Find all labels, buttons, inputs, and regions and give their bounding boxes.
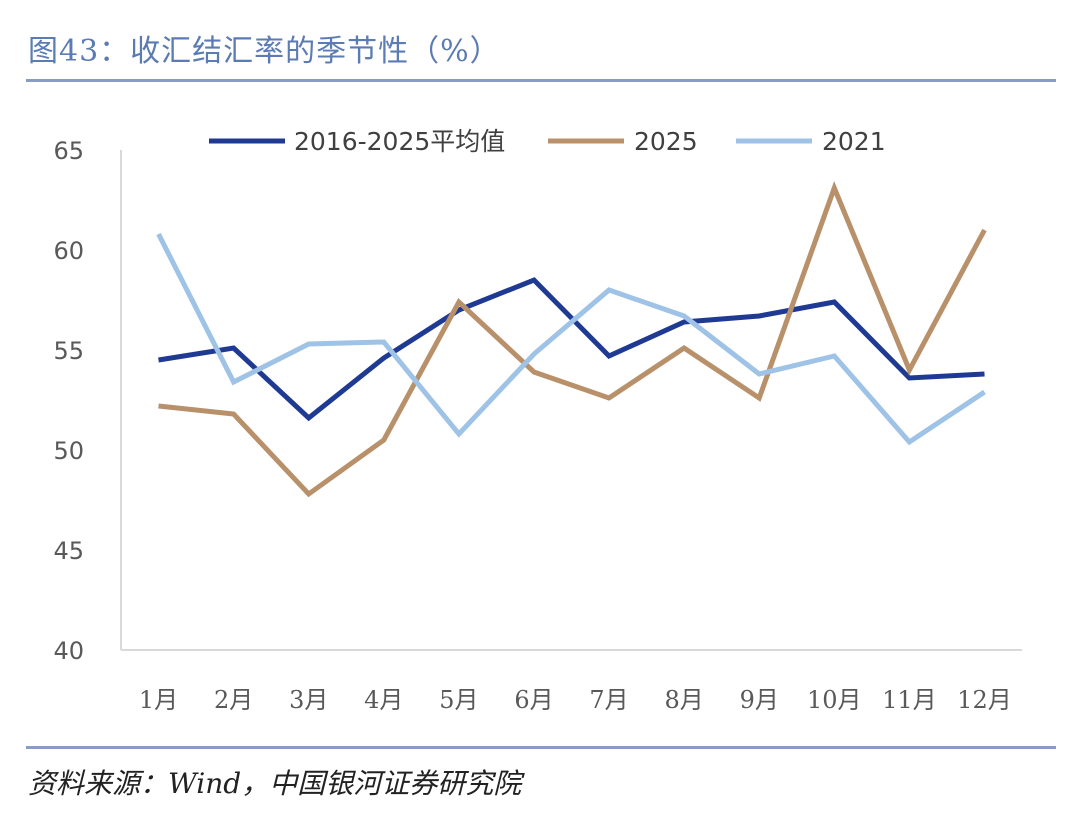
figure-title: 图43：收汇结汇率的季节性（%） bbox=[28, 34, 501, 69]
x-tick-labels: 1月 2月 3月 4月 5月 6月 7月 8月 9月 10月 11月 12月 bbox=[139, 686, 1012, 714]
series-line-1 bbox=[158, 277, 985, 422]
y-tick-labels: 40 45 50 55 60 65 bbox=[53, 137, 84, 665]
y-tick-label: 45 bbox=[53, 537, 84, 565]
x-tick-label: 1月 bbox=[139, 686, 178, 714]
top-rule bbox=[26, 79, 1056, 82]
x-tick-label: 8月 bbox=[664, 686, 703, 714]
legend-label-2: 2025 bbox=[634, 127, 698, 156]
y-tick-label: 50 bbox=[53, 437, 84, 465]
axes bbox=[120, 150, 1022, 651]
legend-label-1: 2016-2025平均值 bbox=[294, 127, 505, 156]
x-tick-label: 11月 bbox=[882, 686, 937, 714]
x-tick-label: 9月 bbox=[740, 686, 779, 714]
x-tick-label: 6月 bbox=[514, 686, 553, 714]
x-tick-label: 12月 bbox=[957, 686, 1012, 714]
x-tick-label: 5月 bbox=[439, 686, 478, 714]
x-tick-label: 7月 bbox=[589, 686, 628, 714]
x-tick-label: 2月 bbox=[214, 686, 253, 714]
legend-label-3: 2021 bbox=[822, 127, 886, 156]
x-tick-label: 10月 bbox=[807, 686, 862, 714]
x-tick-label: 4月 bbox=[364, 686, 403, 714]
source-note: 资料来源：Wind，中国银河证券研究院 bbox=[28, 767, 522, 800]
series-line-3 bbox=[156, 232, 986, 446]
series-line-2 bbox=[158, 181, 987, 498]
y-tick-label: 65 bbox=[53, 137, 84, 165]
bottom-rule bbox=[26, 746, 1056, 749]
y-tick-label: 40 bbox=[53, 637, 84, 665]
y-tick-label: 55 bbox=[53, 337, 84, 365]
x-tick-label: 3月 bbox=[289, 686, 328, 714]
series-lines bbox=[156, 181, 987, 498]
line-chart: 40 45 50 55 60 65 1月 2月 3月 4月 5月 6月 7月 8月 9月 10月 11月 12月… bbox=[53, 127, 1022, 714]
legend: 2016-2025平均值 2025 2021 bbox=[209, 127, 886, 156]
y-tick-label: 60 bbox=[53, 237, 84, 265]
